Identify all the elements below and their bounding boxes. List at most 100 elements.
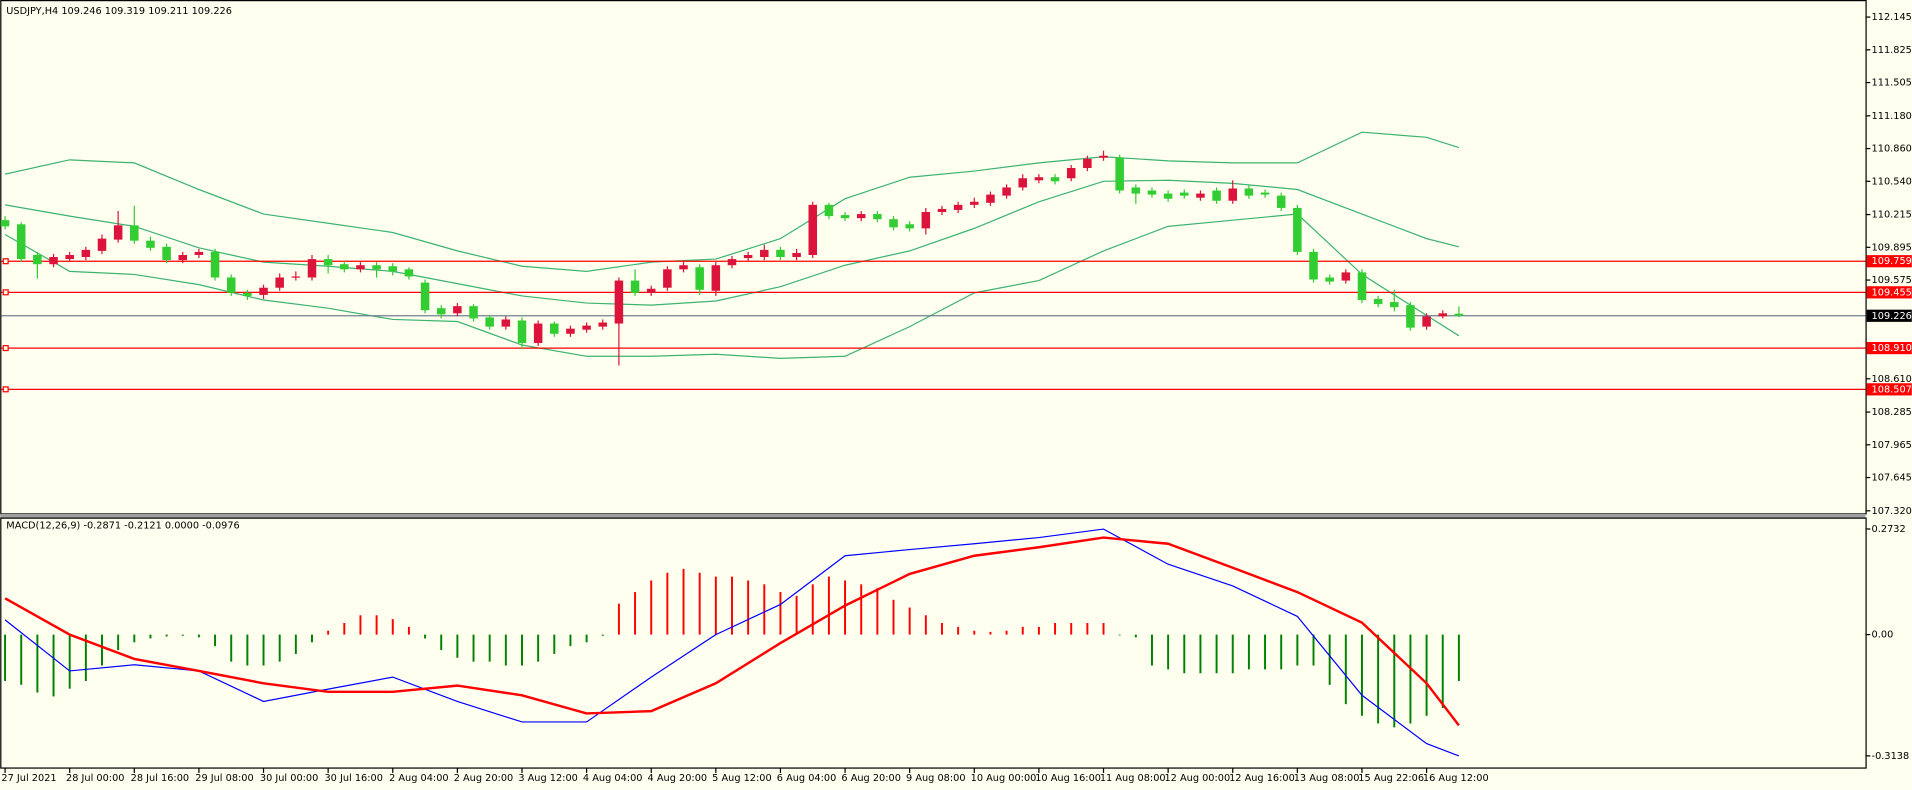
candle-body — [243, 292, 252, 296]
histogram-bar — [1264, 634, 1267, 670]
candle-body — [1083, 158, 1092, 169]
y-tick-label: 107.320 — [1872, 506, 1912, 517]
histogram-bar — [585, 634, 588, 643]
histogram-bar — [4, 634, 7, 681]
candle-body — [65, 254, 74, 260]
x-tick-label: 2 Aug 20:00 — [454, 773, 514, 784]
level-handle — [2, 258, 9, 265]
candle-body — [113, 225, 123, 240]
histogram-bar — [1247, 634, 1250, 670]
candle-body — [614, 280, 624, 324]
candle-body — [259, 287, 268, 295]
histogram-bar — [1086, 622, 1089, 635]
histogram-bar — [714, 576, 717, 635]
histogram-bar — [407, 626, 410, 635]
candle-body — [517, 320, 527, 343]
candle-body — [323, 259, 333, 266]
level-label-box — [1866, 342, 1912, 355]
histogram-bar — [1393, 634, 1396, 728]
candle-body — [1341, 272, 1351, 281]
histogram-bar — [569, 634, 572, 647]
x-tick-label: 28 Jul 16:00 — [131, 773, 189, 784]
histogram-bar — [892, 599, 895, 635]
candle-body — [178, 254, 188, 261]
histogram-bar — [1215, 634, 1218, 674]
histogram-bar — [504, 634, 507, 666]
x-tick-label: 11 Aug 08:00 — [1100, 773, 1166, 784]
candle-body — [566, 328, 575, 334]
x-tick-label: 13 Aug 08:00 — [1294, 773, 1360, 784]
histogram-bar — [666, 572, 669, 635]
histogram-bar — [1360, 634, 1363, 716]
histogram-bar — [165, 634, 168, 637]
candle-body — [372, 265, 381, 270]
candle-body — [663, 269, 672, 288]
candle-body — [1309, 251, 1318, 280]
candle-body — [1196, 193, 1205, 198]
histogram-bar — [698, 572, 701, 635]
x-tick-label: 16 Aug 12:00 — [1423, 773, 1489, 784]
histogram-bar — [747, 580, 750, 635]
y-tick-label: 111.825 — [1872, 45, 1912, 56]
candle-body — [81, 249, 91, 258]
level-label-box — [1866, 286, 1912, 299]
histogram-bar — [1328, 634, 1331, 685]
x-tick-label: 5 Aug 12:00 — [712, 773, 772, 784]
candle-body — [226, 277, 236, 293]
candle-body — [33, 254, 42, 265]
candle-body — [485, 317, 494, 327]
x-tick-label: 2 Aug 04:00 — [389, 773, 449, 784]
panel-separator — [0, 513, 1866, 518]
price-title: USDJPY,H4 109.246 109.319 109.211 109.22… — [6, 6, 232, 17]
candle-body — [937, 208, 947, 213]
x-tick-label: 6 Aug 04:00 — [777, 773, 837, 784]
histogram-bar — [763, 584, 766, 635]
macd-panel-frame — [0, 517, 1867, 769]
candle-body — [792, 252, 801, 258]
y-tick-label: 109.575 — [1872, 275, 1912, 286]
candle-body — [291, 276, 301, 278]
histogram-bar — [375, 615, 378, 635]
histogram-bar — [278, 634, 281, 662]
candle-body — [1373, 298, 1383, 305]
histogram-bar — [1425, 634, 1428, 716]
histogram-bar — [391, 619, 394, 635]
histogram-bar — [617, 603, 620, 635]
histogram-bar — [860, 584, 863, 635]
candle-body — [727, 259, 737, 266]
level-label: 109.455 — [1872, 287, 1912, 298]
candle-body — [1180, 192, 1189, 196]
candle-body — [420, 282, 430, 311]
histogram-bar — [117, 634, 120, 651]
candle-body — [905, 224, 914, 229]
x-tick-label: 12 Aug 00:00 — [1164, 773, 1230, 784]
histogram-bar — [101, 634, 103, 666]
candle-body — [695, 267, 704, 290]
candle-body — [1212, 190, 1221, 201]
candle-body — [1147, 190, 1157, 195]
histogram-bar — [359, 615, 362, 635]
level-label-box — [1866, 255, 1912, 268]
candle-body — [986, 194, 995, 203]
candle-body — [1406, 305, 1415, 328]
candle-body — [275, 277, 284, 288]
last-price-label: 109.226 — [1872, 311, 1912, 322]
histogram-bar — [1102, 622, 1105, 635]
histogram-bar — [827, 576, 830, 635]
candle-body — [582, 325, 591, 330]
candle-body — [630, 280, 640, 293]
candle-body — [162, 246, 171, 261]
y-tick-label: 107.645 — [1872, 473, 1912, 484]
histogram-bar — [876, 588, 879, 635]
level-label: 108.507 — [1872, 384, 1912, 395]
histogram-bar — [214, 634, 217, 647]
candle-body — [1276, 195, 1286, 208]
histogram-bar — [262, 634, 265, 666]
histogram-bar — [553, 634, 556, 654]
y-tick-label: -0.3138 — [1872, 751, 1910, 762]
candle-body — [1260, 192, 1270, 195]
candle-body — [388, 266, 398, 272]
candle-body — [436, 308, 446, 315]
